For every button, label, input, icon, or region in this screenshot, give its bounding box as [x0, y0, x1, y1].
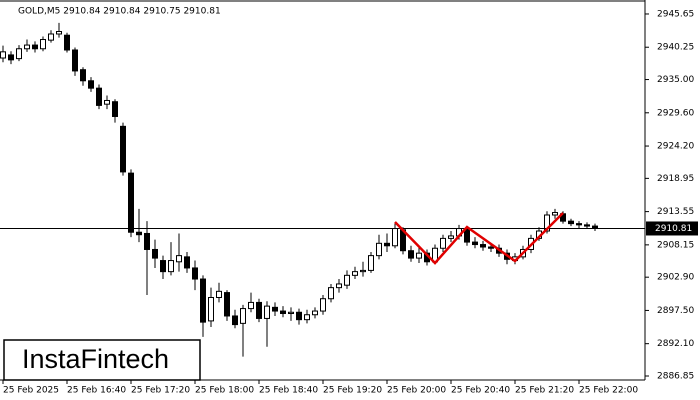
- y-tick-label: 2945.65: [657, 9, 694, 19]
- header: GOLD,M5 2910.84 2910.84 2910.75 2910.81: [18, 7, 221, 17]
- candle-body: [248, 301, 254, 310]
- candle-body: [200, 278, 206, 323]
- candle-body: [584, 224, 590, 227]
- candle-body: [568, 220, 574, 225]
- candle-body: [320, 298, 326, 312]
- y-tick-label: 2897.50: [657, 306, 694, 316]
- pattern-line: [394, 212, 564, 265]
- candle-body: [216, 290, 222, 298]
- candle-body: [288, 311, 294, 315]
- x-tick-label: 25 Feb 17:20: [131, 386, 190, 396]
- y-tick-label: 2886.85: [657, 371, 694, 381]
- candle-body: [488, 246, 494, 249]
- candle-body: [232, 315, 238, 326]
- candle-body: [0, 51, 6, 59]
- candle-body: [152, 248, 158, 259]
- x-tick-label: 25 Feb 2025: [3, 386, 59, 396]
- candle-body: [408, 250, 414, 259]
- candle-body: [448, 235, 454, 239]
- candle-body: [384, 242, 390, 247]
- y-tick-label: 2940.25: [657, 43, 694, 53]
- candle-body: [304, 314, 310, 321]
- price-label: 2910.81: [655, 224, 692, 234]
- candle-body: [480, 244, 486, 248]
- candle-body: [440, 237, 446, 249]
- candle-body: [104, 99, 110, 105]
- candle-body: [64, 34, 70, 51]
- candle-body: [144, 232, 150, 250]
- candle-body: [352, 271, 358, 276]
- x-tick-label: 25 Feb 20:00: [387, 386, 446, 396]
- candle-body: [40, 39, 46, 50]
- candle-body: [544, 214, 550, 232]
- candle-body: [272, 306, 278, 312]
- candle-body: [312, 310, 318, 316]
- candle-body: [128, 172, 134, 233]
- x-tick-label: 25 Feb 21:20: [515, 386, 574, 396]
- candle-body: [192, 267, 198, 280]
- candle-body: [160, 260, 166, 273]
- logo: InstaFintech: [22, 344, 169, 374]
- y-tick-label: 2913.55: [657, 207, 694, 217]
- y-tick-label: 2935.00: [657, 75, 694, 85]
- y-tick-label: 2924.20: [657, 142, 694, 152]
- candle-body: [8, 54, 14, 61]
- candle-body: [392, 228, 398, 247]
- candle-body: [136, 231, 142, 236]
- candle-body: [472, 241, 478, 246]
- candle-body: [208, 296, 214, 322]
- candle-body: [72, 49, 78, 72]
- candle-body: [280, 310, 286, 315]
- candle-body: [240, 308, 246, 324]
- y-tick-label: 2908.15: [657, 240, 694, 250]
- x-tick-label: 25 Feb 18:40: [259, 386, 318, 396]
- candle-body: [576, 223, 582, 226]
- candle-body: [376, 242, 382, 257]
- x-tick-label: 25 Feb 19:20: [323, 386, 382, 396]
- price-box: [646, 221, 698, 236]
- x-tick-label: 25 Feb 20:40: [451, 386, 510, 396]
- candle-body: [24, 44, 30, 50]
- logo-box: [3, 339, 201, 381]
- candle-body: [296, 311, 302, 321]
- candle-body: [96, 87, 102, 106]
- candle-body: [168, 260, 174, 273]
- candle-body: [80, 69, 86, 82]
- candle-body: [336, 283, 342, 289]
- candle-body: [224, 292, 230, 317]
- candle-body: [368, 255, 374, 271]
- candle-body: [16, 48, 22, 60]
- candle-body: [88, 80, 94, 89]
- candle-body: [360, 269, 366, 273]
- candle-body: [176, 255, 182, 263]
- candle-body: [56, 31, 62, 35]
- y-tick-label: 2902.90: [657, 273, 694, 283]
- candle-body: [344, 274, 350, 286]
- candle-body: [328, 287, 334, 300]
- x-tick-label: 25 Feb 22:00: [579, 386, 638, 396]
- y-tick-label: 2892.10: [657, 339, 694, 349]
- x-tick-label: 25 Feb 16:40: [67, 386, 126, 396]
- candle-body: [552, 212, 558, 216]
- candle-body: [48, 33, 54, 41]
- candle-body: [416, 252, 422, 259]
- y-tick-label: 2918.95: [657, 174, 694, 184]
- candle-body: [32, 44, 38, 50]
- candle-body: [264, 305, 270, 319]
- candle-body: [112, 101, 118, 117]
- candle-body: [184, 256, 190, 269]
- candle-body: [120, 125, 126, 173]
- x-tick-label: 25 Feb 18:00: [195, 386, 254, 396]
- candle-body: [256, 301, 262, 319]
- y-tick-label: 2929.60: [657, 108, 694, 118]
